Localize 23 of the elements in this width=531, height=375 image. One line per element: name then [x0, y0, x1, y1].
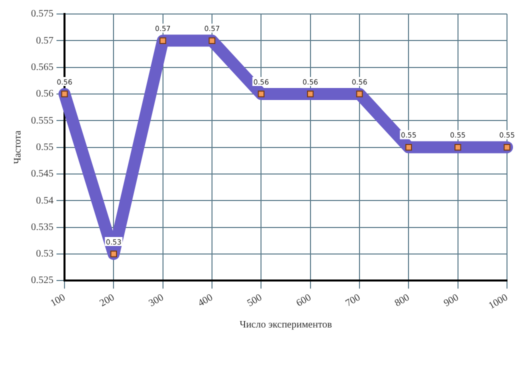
x-tick-label: 500	[245, 292, 264, 310]
x-tick-label: 400	[196, 292, 215, 310]
x-tick-label: 300	[147, 292, 166, 310]
y-tick-label: 0.54	[36, 195, 54, 206]
y-tick-label: 0.55	[36, 142, 54, 153]
x-tick-label: 800	[392, 292, 412, 310]
y-tick-label: 0.56	[36, 88, 54, 100]
x-axis-title: Число экспериментов	[240, 320, 332, 331]
y-tick-label: 0.555	[31, 115, 54, 126]
x-tick-label: 600	[294, 292, 314, 310]
x-tick-label: 200	[98, 292, 116, 310]
y-tick-label: 0.53	[36, 248, 54, 260]
y-tick-label: 0.525	[31, 275, 54, 286]
x-tick-label: 100	[48, 292, 68, 310]
x-tick-label: 700	[344, 292, 362, 310]
y-tick-label: 0.535	[31, 222, 54, 233]
y-tick-label: 0.57	[36, 35, 54, 46]
x-tick-label: 1000	[486, 292, 510, 312]
y-tick-label: 0.575	[31, 8, 54, 20]
y-tick-label: 0.565	[31, 62, 54, 73]
x-tick-label: 900	[442, 292, 461, 310]
y-axis-title: Частота	[12, 130, 24, 164]
y-tick-label: 0.545	[31, 168, 54, 180]
